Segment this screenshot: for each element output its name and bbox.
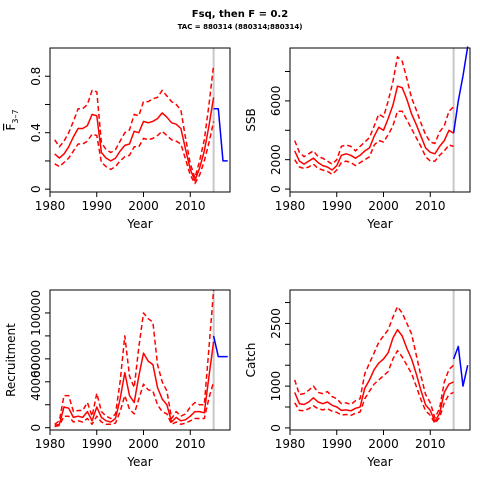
chart-3-frame — [49, 289, 231, 431]
chart-subtitle: TAC = 880314 (880314;880314) — [177, 23, 303, 31]
chart-3-x-tick-label: 1990 — [81, 437, 112, 451]
chart-4-x-tick-label: 1990 — [321, 437, 352, 451]
chart-1-x-tick-label: 1980 — [35, 199, 66, 213]
chart-2-x-tick-label: 1980 — [275, 199, 306, 213]
chart-2-x-tick-label: 2010 — [415, 199, 446, 213]
chart-3-x-axis-label: Year — [126, 455, 152, 469]
chart-4-y-axis-label-main: Catch — [244, 343, 258, 378]
chart-2-x-tick-label: 2000 — [368, 199, 399, 213]
chart-2-y-axis-label: SSB — [244, 108, 258, 131]
panel-f-plot: 1980 1990 2000 2010 0 0.4 0.8 Year F3–7 — [4, 47, 231, 231]
chart-4-series-lower — [294, 349, 454, 425]
chart-1-x-axis-label: Year — [126, 217, 152, 231]
chart-3-y-axis-label: Recruitment — [4, 323, 18, 397]
chart-2-y-tick-label: 6000 — [269, 86, 283, 117]
chart-1-y-axis-label-subscript: 3–7 — [11, 109, 20, 123]
chart-2-series-upper — [294, 56, 455, 165]
chart-4-x-axis-label: Year — [366, 455, 392, 469]
panel-ssb-plot: 1980 1990 2000 2010 0 2000 6000 Year SSB — [244, 46, 471, 231]
chart-1-series-median — [54, 97, 215, 182]
chart-1-y-tick-label: 0.4 — [29, 123, 43, 142]
chart-1-series-upper — [54, 64, 215, 179]
chart-1-x-tick-label: 2010 — [175, 199, 206, 213]
chart-3-x-tick-label: 1980 — [35, 437, 66, 451]
chart-2-y-tick-label: 0 — [269, 185, 283, 193]
chart-4-y-tick-label: 0 — [269, 424, 283, 432]
chart-1-y-tick-label: 0 — [29, 185, 43, 193]
chart-3-series-projection — [212, 335, 228, 358]
chart-4-x-tick-label: 2000 — [368, 437, 399, 451]
chart-4-series-upper — [293, 305, 455, 419]
chart-2-y-tick-label: 2000 — [269, 144, 283, 175]
chart-1-frame — [49, 47, 231, 193]
chart-2-series-projection — [452, 46, 469, 134]
chart-3-series-upper — [54, 289, 215, 425]
chart-3-x-tick-label: 2010 — [175, 437, 206, 451]
chart-2-x-tick-label: 1990 — [321, 199, 352, 213]
chart-4-series-projection — [452, 345, 469, 387]
chart-3-series-lower — [54, 381, 215, 428]
chart-2-y-axis-label-main: SSB — [244, 108, 258, 131]
chart-3-y-tick-label: 60000 — [29, 340, 43, 378]
chart-1-series-projection — [213, 107, 228, 162]
chart-2-series-lower — [294, 110, 454, 176]
chart-3-y-tick-label: 40000 — [29, 363, 43, 401]
chart-4-x-tick-label: 2010 — [415, 437, 446, 451]
chart-2-frame — [289, 47, 471, 193]
chart-1-y-tick-label: 0.8 — [29, 67, 43, 86]
chart-4-y-tick-label: 2500 — [269, 308, 283, 339]
chart-2-series-median — [294, 85, 454, 171]
chart-1-y-axis-label-main: F — [4, 124, 18, 131]
chart-3-y-axis-label-main: Recruitment — [4, 323, 18, 397]
chart-3-x-tick-label: 2000 — [128, 437, 159, 451]
chart-1-y-axis-label: F3–7 — [4, 109, 20, 130]
chart-4-x-tick-label: 1980 — [275, 437, 306, 451]
chart-3-y-tick-label: 0 — [29, 424, 43, 432]
chart-4-series-median — [294, 328, 454, 423]
chart-1-x-tick-label: 2000 — [128, 199, 159, 213]
chart-3-series-median — [54, 341, 215, 427]
chart-1-series-lower — [54, 121, 215, 185]
chart-title: Fsq, then F = 0.2 — [191, 9, 289, 20]
chart-3-y-tick-label: 100000 — [29, 290, 43, 336]
panel-catch-plot: 1980 1990 2000 2010 0 1000 2500 Year Catch — [244, 289, 471, 469]
chart-4-y-tick-label: 1000 — [269, 371, 283, 402]
chart-2-x-axis-label: Year — [366, 217, 392, 231]
chart-4-y-axis-label: Catch — [244, 343, 258, 378]
chart-1-x-tick-label: 1990 — [81, 199, 112, 213]
chart-4-frame — [289, 289, 471, 431]
